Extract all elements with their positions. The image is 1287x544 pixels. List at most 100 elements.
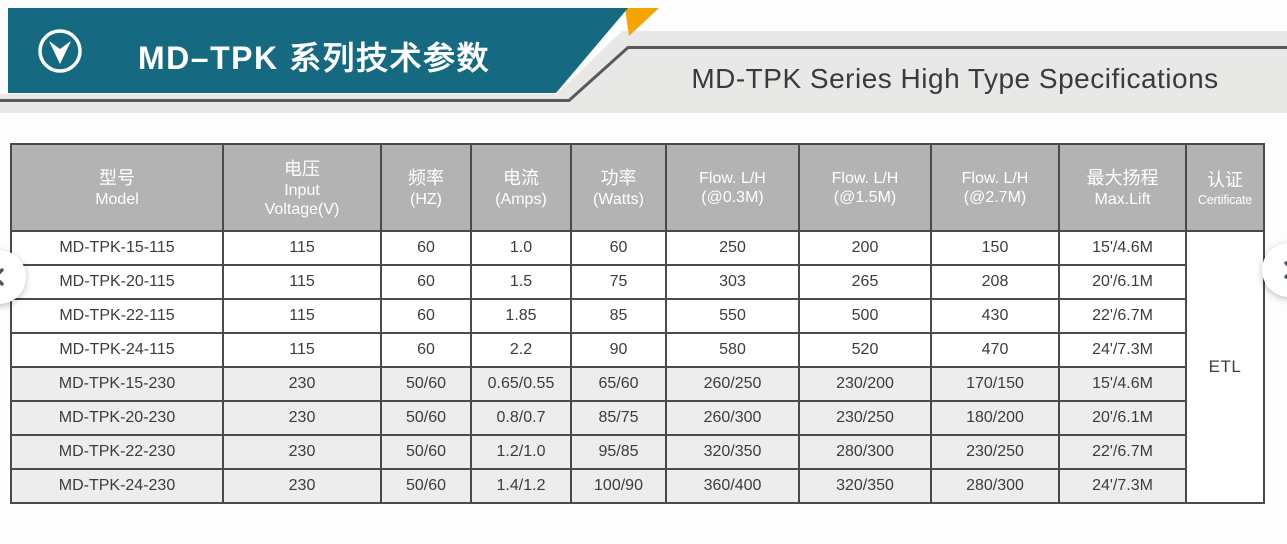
column-header-model: 型号 Model xyxy=(10,143,224,232)
column-header-current: 电流 (Amps) xyxy=(470,143,572,232)
chevron-right-icon xyxy=(1284,261,1287,279)
cell-frequency: 50/60 xyxy=(380,468,472,504)
cell-voltage: 230 xyxy=(222,434,382,470)
orange-corner-triangle xyxy=(625,8,659,36)
header-gray-band xyxy=(0,31,1287,113)
spec-table: 型号 Model 电压 Input Voltage(V) 频率 (HZ) 电流 (Amps) 功率… xyxy=(10,143,1265,504)
table-row: MD-TPK-20-115 115 60 1.5 75 303 265 208 20'/6.1M xyxy=(10,264,1264,300)
cell-max-lift: 15'/4.6M xyxy=(1058,230,1187,266)
table-row: MD-TPK-20-230 230 50/60 0.8/0.7 85/75 260/300… xyxy=(10,400,1264,436)
cell-voltage: 115 xyxy=(222,298,382,334)
circle-chevron-down-icon xyxy=(36,27,84,75)
cell-frequency: 50/60 xyxy=(380,400,472,436)
cell-flow-1-5m: 230/250 xyxy=(798,400,932,436)
cell-power: 95/85 xyxy=(570,434,667,470)
table-row: MD-TPK-24-115 115 60 2.2 90 580 520 470 24'/7.3M xyxy=(10,332,1264,368)
cell-max-lift: 20'/6.1M xyxy=(1058,264,1187,300)
certificate-cell: ETL xyxy=(1185,230,1265,504)
cell-power: 75 xyxy=(570,264,667,300)
cell-flow-0-3m: 260/250 xyxy=(665,366,800,402)
column-header-max-lift: 最大扬程 Max.Lift xyxy=(1058,143,1187,232)
cell-max-lift: 15'/4.6M xyxy=(1058,366,1187,402)
cell-power: 65/60 xyxy=(570,366,667,402)
cell-model: MD-TPK-15-230 xyxy=(10,366,224,402)
cell-frequency: 60 xyxy=(380,264,472,300)
cell-voltage: 115 xyxy=(222,230,382,266)
cell-flow-0-3m: 550 xyxy=(665,298,800,334)
cell-flow-2-7m: 430 xyxy=(930,298,1060,334)
column-header-power: 功率 (Watts) xyxy=(570,143,667,232)
cell-power: 100/90 xyxy=(570,468,667,504)
cell-power: 90 xyxy=(570,332,667,368)
column-header-certificate: 认证 Certificate xyxy=(1185,143,1265,232)
cell-flow-2-7m: 170/150 xyxy=(930,366,1060,402)
cell-flow-0-3m: 260/300 xyxy=(665,400,800,436)
cell-model: MD-TPK-24-230 xyxy=(10,468,224,504)
cell-current: 1.4/1.2 xyxy=(470,468,572,504)
table-row: MD-TPK-24-230 230 50/60 1.4/1.2 100/90 360/40… xyxy=(10,468,1264,504)
cell-flow-0-3m: 320/350 xyxy=(665,434,800,470)
cell-model: MD-TPK-22-115 xyxy=(10,298,224,334)
cell-flow-2-7m: 280/300 xyxy=(930,468,1060,504)
table-row: MD-TPK-22-230 230 50/60 1.2/1.0 95/85 320/350… xyxy=(10,434,1264,470)
cell-flow-1-5m: 280/300 xyxy=(798,434,932,470)
cell-model: MD-TPK-22-230 xyxy=(10,434,224,470)
chevron-left-icon xyxy=(0,268,4,286)
banner-subtitle: MD-TPK Series High Type Specifications xyxy=(691,63,1219,94)
cell-frequency: 60 xyxy=(380,230,472,266)
cell-frequency: 50/60 xyxy=(380,434,472,470)
table-header-row: 型号 Model 电压 Input Voltage(V) 频率 (HZ) 电流 (Amps) 功率… xyxy=(10,143,1265,232)
cell-voltage: 230 xyxy=(222,468,382,504)
cell-current: 1.85 xyxy=(470,298,572,334)
banner-title: MD–TPK 系列技术参数 xyxy=(138,40,490,76)
header-banner-graphic xyxy=(0,8,1287,113)
cell-current: 0.65/0.55 xyxy=(470,366,572,402)
cell-model: MD-TPK-15-115 xyxy=(10,230,224,266)
cell-max-lift: 22'/6.7M xyxy=(1058,434,1187,470)
cell-flow-0-3m: 303 xyxy=(665,264,800,300)
cell-flow-1-5m: 265 xyxy=(798,264,932,300)
cell-current: 1.5 xyxy=(470,264,572,300)
teal-banner-shape xyxy=(8,8,628,93)
table-row: MD-TPK-15-230 230 50/60 0.65/0.55 65/60 260/2… xyxy=(10,366,1264,402)
cell-flow-2-7m: 150 xyxy=(930,230,1060,266)
cell-voltage: 230 xyxy=(222,366,382,402)
cell-current: 2.2 xyxy=(470,332,572,368)
cell-max-lift: 22'/6.7M xyxy=(1058,298,1187,334)
cell-flow-1-5m: 520 xyxy=(798,332,932,368)
cell-model: MD-TPK-20-115 xyxy=(10,264,224,300)
cell-flow-1-5m: 230/200 xyxy=(798,366,932,402)
cell-frequency: 60 xyxy=(380,332,472,368)
column-header-frequency: 频率 (HZ) xyxy=(380,143,472,232)
column-header-flow-1-5m: Flow. L/H (@1.5M) xyxy=(798,143,932,232)
cell-frequency: 60 xyxy=(380,298,472,334)
cell-power: 85 xyxy=(570,298,667,334)
cell-voltage: 230 xyxy=(222,400,382,436)
cell-flow-1-5m: 200 xyxy=(798,230,932,266)
carousel-next-button[interactable] xyxy=(1262,243,1287,297)
column-header-voltage: 电压 Input Voltage(V) xyxy=(222,143,382,232)
cell-flow-2-7m: 470 xyxy=(930,332,1060,368)
cell-flow-2-7m: 230/250 xyxy=(930,434,1060,470)
cell-flow-0-3m: 360/400 xyxy=(665,468,800,504)
cell-power: 85/75 xyxy=(570,400,667,436)
cell-model: MD-TPK-20-230 xyxy=(10,400,224,436)
cell-max-lift: 20'/6.1M xyxy=(1058,400,1187,436)
cell-power: 60 xyxy=(570,230,667,266)
cell-flow-0-3m: 580 xyxy=(665,332,800,368)
cell-voltage: 115 xyxy=(222,332,382,368)
cell-current: 1.2/1.0 xyxy=(470,434,572,470)
column-header-flow-2-7m: Flow. L/H (@2.7M) xyxy=(930,143,1060,232)
table-row: MD-TPK-15-115 115 60 1.0 60 250 200 150 15'/4.6M… xyxy=(10,230,1265,504)
table-row: MD-TPK-22-115 115 60 1.85 85 550 500 430 22'/6.7… xyxy=(10,298,1264,334)
cell-flow-2-7m: 180/200 xyxy=(930,400,1060,436)
header-divider-line xyxy=(0,46,1287,102)
column-header-flow-0-3m: Flow. L/H (@0.3M) xyxy=(665,143,800,232)
cell-flow-1-5m: 320/350 xyxy=(798,468,932,504)
cell-frequency: 50/60 xyxy=(380,366,472,402)
cell-model: MD-TPK-24-115 xyxy=(10,332,224,368)
cell-voltage: 115 xyxy=(222,264,382,300)
cell-current: 1.0 xyxy=(470,230,572,266)
cell-max-lift: 24'/7.3M xyxy=(1058,332,1187,368)
cell-flow-1-5m: 500 xyxy=(798,298,932,334)
